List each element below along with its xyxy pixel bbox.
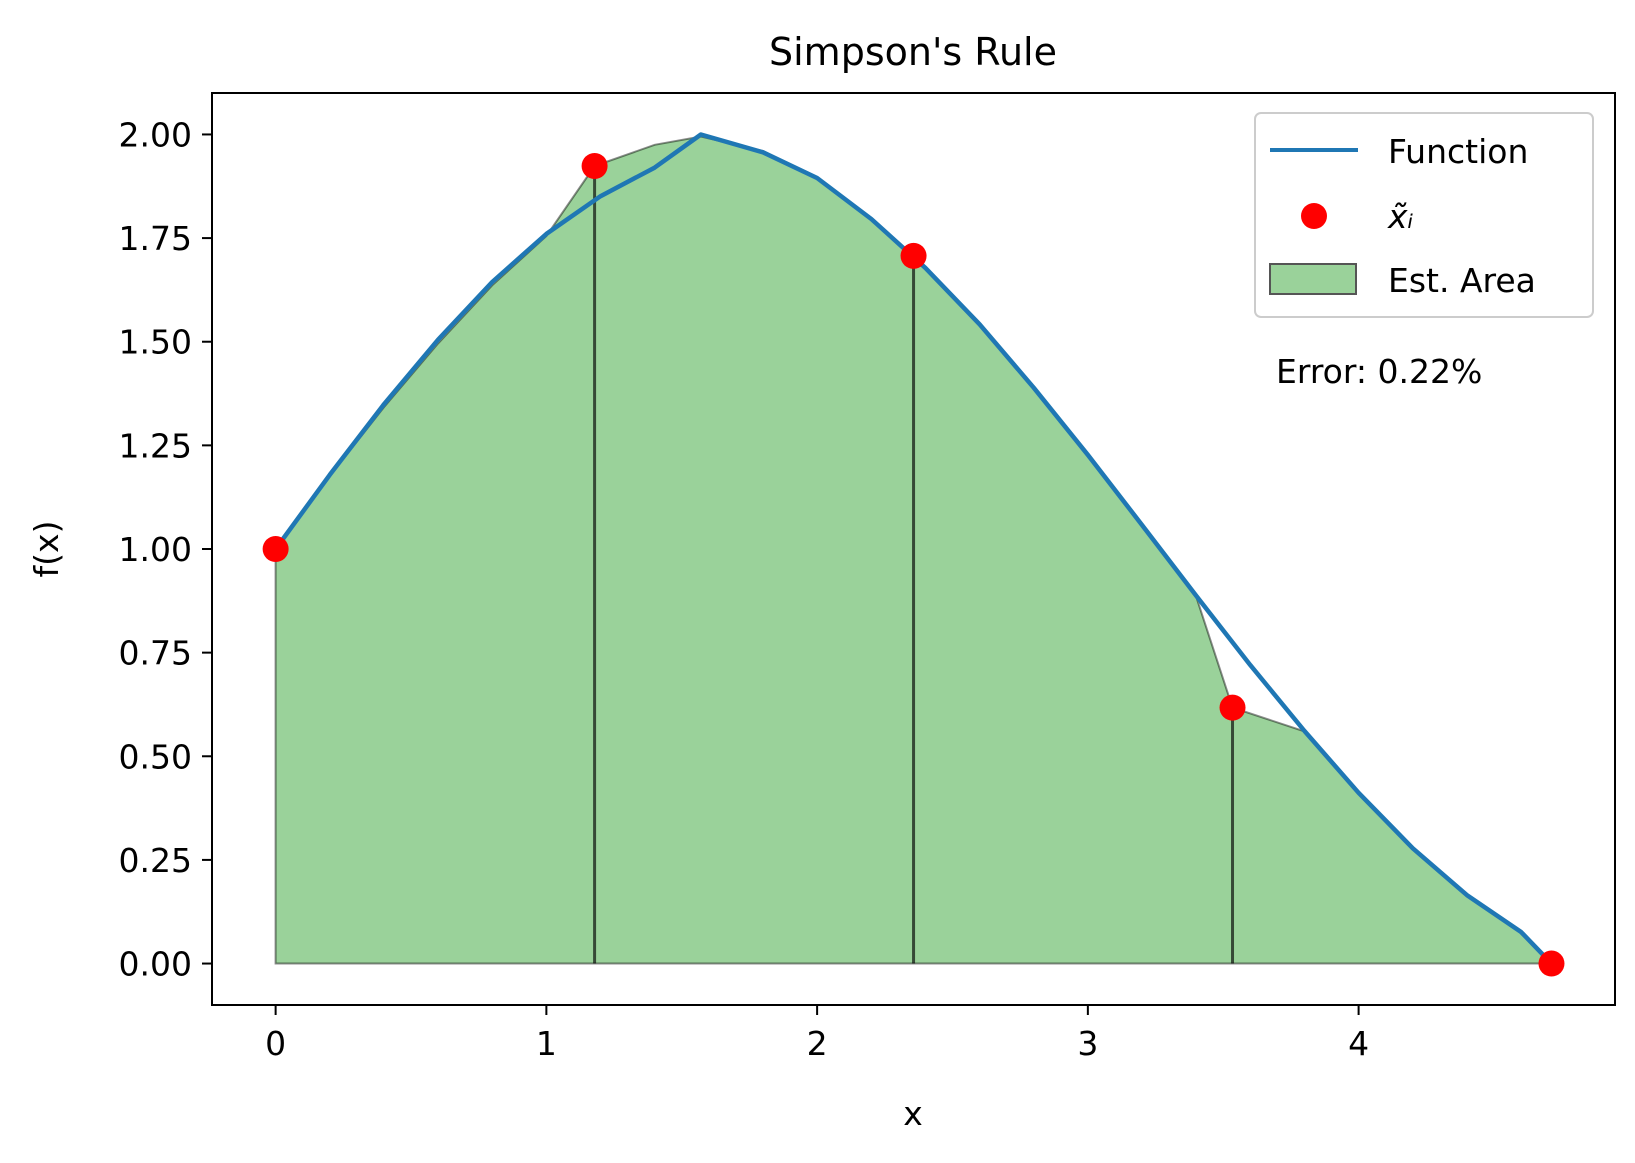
- y-tick-label: 1.00: [119, 530, 192, 569]
- chart-title: Simpson's Rule: [769, 30, 1057, 74]
- x-tick-label: 2: [807, 1024, 828, 1063]
- y-axis-label: f(x): [27, 521, 66, 578]
- y-tick-label: 0.75: [119, 634, 192, 673]
- legend-points-label: x̃ᵢ: [1387, 197, 1414, 236]
- legend-area-label: Est. Area: [1388, 261, 1536, 300]
- error-annotation: Error: 0.22%: [1276, 352, 1482, 391]
- x-tick-label: 4: [1348, 1024, 1369, 1063]
- sample-point: [1538, 950, 1565, 977]
- y-tick-label: 1.50: [119, 323, 192, 362]
- x-tick-label: 1: [536, 1024, 557, 1063]
- y-tick-label: 2.00: [119, 115, 192, 154]
- sample-point: [262, 536, 289, 562]
- sample-point: [1219, 694, 1246, 721]
- function-curve: [273, 132, 1554, 966]
- function-curve-layer: [273, 132, 1554, 966]
- y-tick-label: 0.50: [119, 737, 192, 776]
- legend-box: [1254, 112, 1594, 318]
- y-axis-ticks: 0.00 0.25 0.50 0.75 1.00 1.25 1.50 1.75 2.00: [119, 115, 212, 984]
- sample-point: [900, 242, 927, 269]
- y-tick-label: 0.25: [119, 841, 192, 880]
- sample-points-layer: [262, 153, 1565, 977]
- x-axis-label: x: [903, 1094, 923, 1133]
- legend-points-marker: [1301, 203, 1327, 229]
- x-tick-label: 3: [1077, 1024, 1098, 1063]
- legend-function-label: Function: [1388, 132, 1528, 171]
- x-tick-label: 0: [265, 1024, 286, 1063]
- legend-area-swatch: [1269, 263, 1357, 295]
- sample-point: [581, 153, 608, 180]
- y-tick-label: 1.75: [119, 219, 192, 258]
- y-tick-label: 1.25: [119, 426, 192, 465]
- x-axis-ticks: 0 1 2 3 4: [265, 1005, 1369, 1063]
- legend: Function x̃ᵢ Est. Area: [1254, 112, 1594, 318]
- y-tick-label: 0.00: [119, 945, 192, 984]
